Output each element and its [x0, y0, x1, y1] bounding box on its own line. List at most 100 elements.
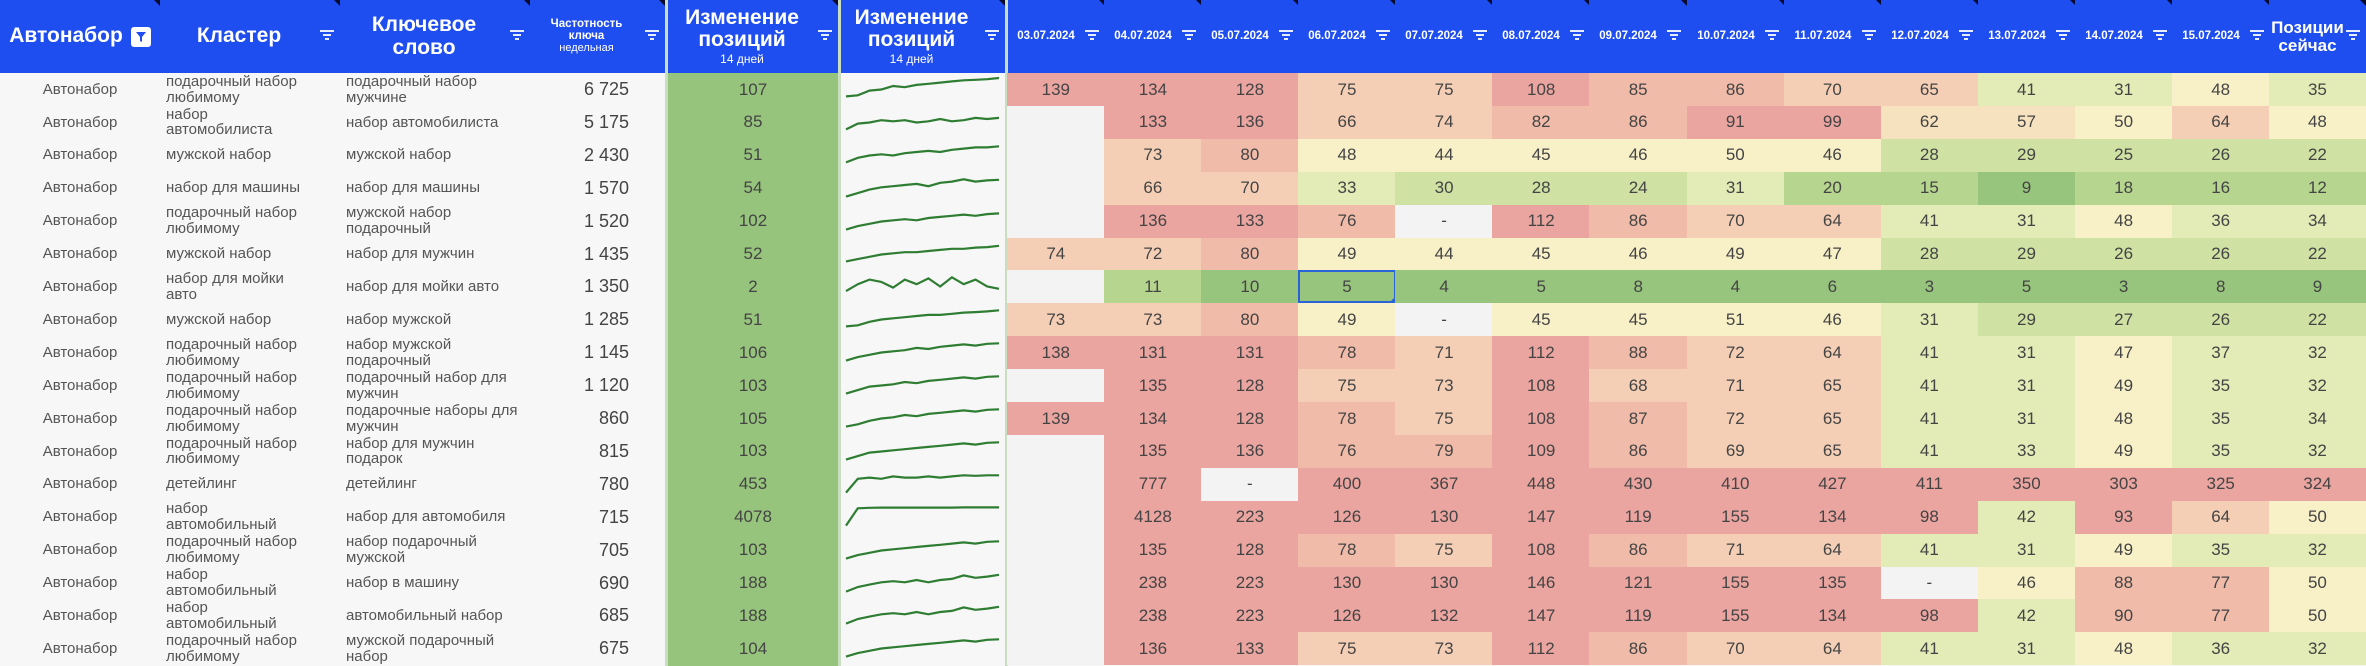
cell-position-now[interactable]: 50	[2268, 566, 2366, 600]
cell-change[interactable]: 103	[668, 369, 838, 402]
cell-frequency[interactable]: 860	[530, 402, 665, 435]
cell-position[interactable]: 108	[1492, 402, 1590, 435]
cell-position[interactable]	[1007, 270, 1105, 304]
cell-frequency[interactable]: 705	[530, 534, 665, 567]
cell-autonabor[interactable]: Автонабор	[0, 369, 160, 402]
cell-position[interactable]: 126	[1298, 500, 1396, 534]
cell-frequency[interactable]: 675	[530, 632, 665, 665]
cell-autonabor[interactable]: Автонабор	[0, 336, 160, 369]
cell-change[interactable]: 188	[668, 599, 838, 632]
cell-cluster[interactable]: набор автомобилиста	[160, 106, 340, 139]
cell-position[interactable]: 238	[1104, 566, 1202, 600]
cell-position[interactable]: 49	[2074, 434, 2173, 468]
cell-position[interactable]: 75	[1298, 632, 1396, 666]
cell-position[interactable]: 4	[1686, 270, 1785, 304]
filter-lines-icon[interactable]	[644, 28, 660, 42]
filter-lines-icon[interactable]	[319, 28, 335, 42]
cell-position[interactable]: -	[1395, 303, 1493, 337]
filter-lines-icon[interactable]	[509, 28, 525, 42]
cell-change[interactable]: 188	[668, 567, 838, 600]
cell-change[interactable]: 102	[668, 205, 838, 238]
cell-position[interactable]: 26	[2171, 138, 2270, 172]
cell-cluster[interactable]: мужской набор	[160, 238, 340, 271]
cell-position[interactable]: 46	[1589, 237, 1687, 271]
cell-position[interactable]: 47	[2074, 336, 2173, 370]
cell-position[interactable]: -	[1880, 566, 1979, 600]
header-date-6[interactable]: 08.07.2024	[1492, 0, 1590, 73]
cell-position[interactable]: 47	[1783, 237, 1882, 271]
cell-position[interactable]: 98	[1880, 599, 1979, 633]
cell-position[interactable]: 73	[1395, 632, 1493, 666]
cell-position[interactable]: 18	[2074, 171, 2173, 205]
cell-position[interactable]: 49	[2074, 369, 2173, 403]
cell-cluster[interactable]: набор автомобильный	[160, 599, 340, 632]
cell-position[interactable]: 78	[1298, 533, 1396, 567]
cell-position[interactable]: 72	[1104, 237, 1202, 271]
cell-autonabor[interactable]: Автонабор	[0, 599, 160, 632]
cell-keyword[interactable]: набор для мойки авто	[340, 270, 530, 303]
cell-position[interactable]: 8	[1589, 270, 1687, 304]
cell-position[interactable]: 41	[1880, 402, 1979, 435]
cell-position[interactable]: 57	[1977, 105, 2076, 139]
cell-change[interactable]: 51	[668, 303, 838, 336]
cell-position[interactable]: 90	[2074, 599, 2173, 633]
cell-position[interactable]: 72	[1686, 336, 1785, 370]
cell-frequency[interactable]: 1 350	[530, 270, 665, 303]
cell-position[interactable]: 132	[1395, 599, 1493, 633]
cell-position[interactable]: 73	[1007, 303, 1105, 337]
cell-position-now[interactable]: 9	[2268, 270, 2366, 304]
cell-cluster[interactable]: набор автомобильный	[160, 501, 340, 534]
cell-position-now[interactable]: 50	[2268, 599, 2366, 633]
cell-position[interactable]: 26	[2074, 237, 2173, 271]
cell-position[interactable]: 31	[1977, 204, 2076, 238]
cell-position[interactable]: 28	[1492, 171, 1590, 205]
header-date-1[interactable]: 03.07.2024	[1007, 0, 1105, 73]
cell-position[interactable]: 85	[1589, 73, 1687, 106]
cell-position[interactable]: 134	[1104, 73, 1202, 106]
cell-position[interactable]: 65	[1783, 369, 1882, 403]
header-date-8[interactable]: 10.07.2024	[1687, 0, 1785, 73]
cell-position[interactable]: 33	[1977, 434, 2076, 468]
cell-position[interactable]: 45	[1492, 303, 1590, 337]
cell-change[interactable]: 54	[668, 172, 838, 205]
cell-position[interactable]	[1007, 566, 1105, 600]
cell-position[interactable]: 80	[1201, 138, 1299, 172]
cell-position[interactable]: 147	[1492, 500, 1590, 534]
cell-change[interactable]: 107	[668, 73, 838, 106]
cell-position[interactable]: 4	[1395, 270, 1493, 304]
filter-lines-icon[interactable]	[1375, 28, 1391, 42]
cell-position[interactable]: 65	[1783, 402, 1882, 435]
cell-position[interactable]: 10	[1201, 270, 1299, 304]
cell-position[interactable]: 82	[1492, 105, 1590, 139]
cell-position[interactable]: 48	[2171, 73, 2270, 106]
cell-frequency[interactable]: 2 430	[530, 139, 665, 172]
cell-position[interactable]: 134	[1104, 402, 1202, 435]
cell-position[interactable]: 3	[2074, 270, 2173, 304]
cell-position[interactable]: 74	[1395, 105, 1493, 139]
cell-position[interactable]: 427	[1783, 467, 1882, 501]
cell-cluster[interactable]: подарочный набор любимому	[160, 402, 340, 435]
cell-position-now[interactable]: 22	[2268, 237, 2366, 271]
cell-position[interactable]: 108	[1492, 533, 1590, 567]
header-date-4[interactable]: 06.07.2024	[1298, 0, 1396, 73]
cell-position[interactable]: 65	[1880, 73, 1979, 106]
cell-position[interactable]: 5	[1977, 270, 2076, 304]
table-row[interactable]: Автонабор набор автомобилиста набор автомо…	[0, 105, 2366, 139]
cell-position[interactable]	[1007, 105, 1105, 139]
cell-frequency[interactable]: 1 120	[530, 369, 665, 402]
cell-position[interactable]: 133	[1201, 632, 1299, 666]
cell-position[interactable]: 46	[1783, 303, 1882, 337]
header-keyword[interactable]: Ключевое слово	[340, 0, 530, 73]
header-change[interactable]: Изменение позиций 14 дней	[668, 0, 838, 73]
cell-autonabor[interactable]: Автонабор	[0, 632, 160, 665]
cell-position[interactable]: 49	[2074, 533, 2173, 567]
filter-lines-icon[interactable]	[2345, 28, 2361, 42]
filter-lines-icon[interactable]	[1958, 28, 1974, 42]
cell-position[interactable]: 31	[1977, 402, 2076, 435]
cell-position[interactable]: 128	[1201, 73, 1299, 106]
cell-position[interactable]: 128	[1201, 533, 1299, 567]
cell-keyword[interactable]: подарочные наборы для мужчин	[340, 402, 530, 435]
table-row[interactable]: Автонабор набор автомобильный набор для ав…	[0, 500, 2366, 534]
filter-lines-icon[interactable]	[1569, 28, 1585, 42]
cell-position[interactable]: 91	[1686, 105, 1785, 139]
